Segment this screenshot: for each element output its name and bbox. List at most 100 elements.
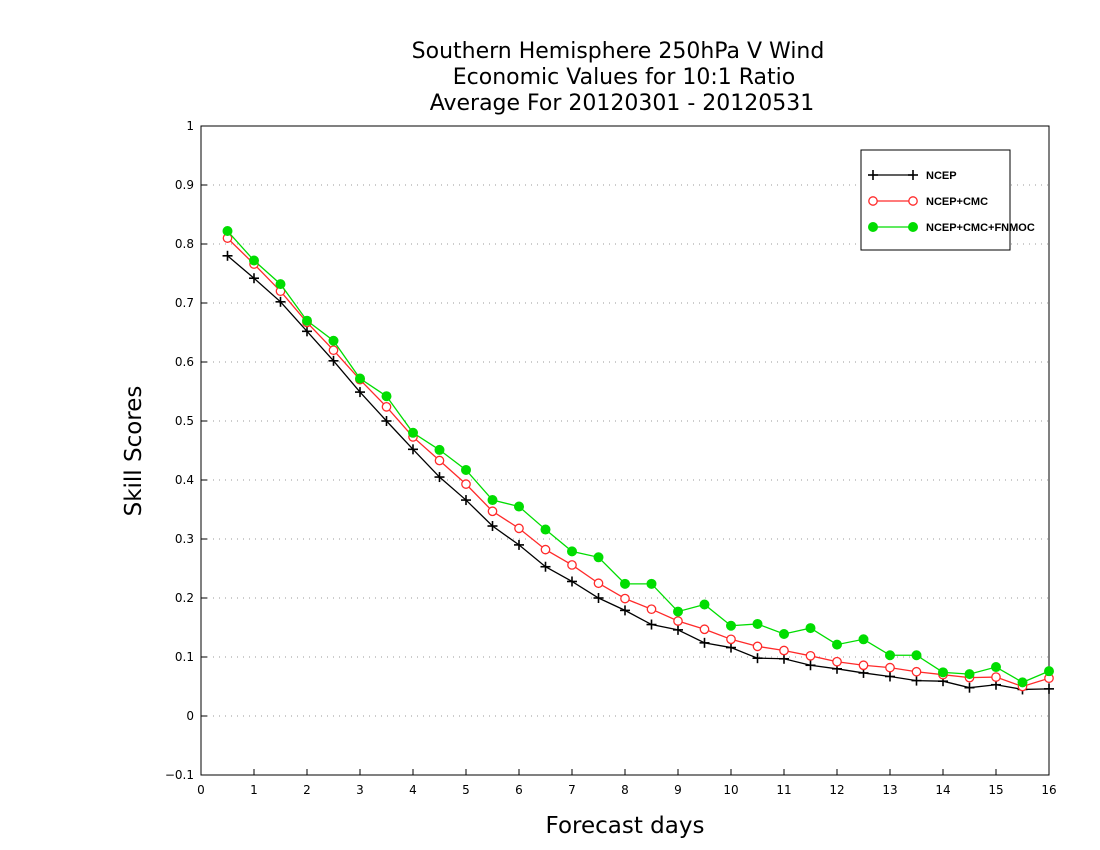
data-point [487,521,498,532]
x-tick-label: 12 [829,783,844,797]
series-group [222,226,1054,695]
data-point [408,427,418,438]
data-point [461,495,471,506]
x-tick-label: 13 [882,783,897,797]
x-tick-label: 16 [1041,783,1056,797]
data-point [779,653,789,664]
data-point [514,523,524,534]
data-point [434,444,445,455]
data-point [726,620,736,631]
data-point [885,671,895,682]
legend-entry: NCEP [868,170,957,182]
data-point [620,593,630,604]
data-point [673,624,683,635]
y-tick-label: 0.7 [175,296,194,310]
data-point [461,479,471,489]
data-point [408,444,418,455]
y-tick-label: 0.3 [175,532,194,546]
series-ncep-cmc-fnmoc [222,226,1054,688]
data-point [593,593,604,603]
data-point [805,650,816,661]
data-point [938,667,948,678]
legend-marker [908,196,918,206]
data-point [885,662,895,673]
data-point [222,250,233,261]
data-point [779,645,789,656]
data-point [911,675,922,686]
x-tick-label: 15 [988,783,1003,797]
data-point [302,326,312,337]
data-point [673,616,683,626]
data-point [752,641,763,652]
legend-marker [868,170,878,180]
x-tick-label: 4 [409,783,417,797]
series-ncep [222,250,1054,695]
data-point [832,656,842,667]
data-point [249,255,259,266]
chart-title-line-3: Average For 20120301 - 20120531 [430,91,815,116]
data-point [673,606,683,617]
x-tick-label: 6 [515,783,523,797]
data-point [911,650,922,661]
x-axis-ticks: 0 1 2 3 4 5 6 7 8 9 10 11 12 13 14 15 16 [197,769,1057,797]
data-point [434,472,445,483]
chart-title: Southern Hemisphere 250hPa V Wind Econom… [412,39,825,116]
x-tick-label: 5 [462,783,470,797]
x-tick-label: 8 [621,783,629,797]
x-tick-label: 1 [250,783,258,797]
x-axis-label: Forecast days [546,813,705,839]
x-tick-label: 14 [935,783,950,797]
x-tick-label: 3 [356,783,364,797]
data-point [434,455,445,466]
data-point [328,335,339,346]
chart-title-line-1: Southern Hemisphere 250hPa V Wind [412,39,825,64]
legend-marker [908,170,918,180]
data-point [540,544,551,555]
data-point [964,682,975,693]
data-point [381,416,392,426]
y-tick-label: 0 [186,709,194,723]
data-point [805,660,816,671]
data-point [752,653,763,664]
x-tick-label: 9 [674,783,682,797]
legend-entry: NCEP+CMC [868,196,988,208]
data-point [858,634,869,645]
gridlines [201,184,1049,717]
data-point [805,623,816,634]
data-point [540,561,551,572]
data-point [328,355,339,366]
y-tick-label: 0.2 [175,591,194,605]
x-tick-label: 0 [197,783,205,797]
legend-box [860,149,1011,251]
y-tick-label: 0.5 [175,414,194,428]
y-tick-label: 1 [186,119,194,133]
data-point [381,401,392,412]
data-point [620,605,630,616]
data-point [646,619,657,630]
x-tick-label: 11 [776,783,791,797]
data-point [302,315,312,326]
data-point [620,578,630,589]
y-tick-label: 0.9 [175,178,194,192]
y-tick-label: 0.8 [175,237,194,251]
legend-label: NCEP [926,170,957,182]
y-tick-label: 0.4 [175,473,194,487]
y-axis-ticks: −0.1 0 0.1 0.2 0.3 0.4 0.5 0.6 0.7 0.8 0.9 1 [165,119,207,782]
data-point [1044,666,1054,677]
x-tick-label: 10 [723,783,738,797]
data-point [249,273,259,284]
data-point [726,634,736,645]
data-point [222,226,233,237]
data-point [991,662,1001,673]
data-point [646,604,657,615]
y-axis-label: Skill Scores [121,386,147,517]
data-point [328,345,339,356]
legend-label: NCEP+CMC+FNMOC [926,222,1035,234]
y-tick-label: 0.1 [175,650,194,664]
y-tick-label: −0.1 [165,768,194,782]
data-point [779,628,789,639]
legend-label: NCEP+CMC [926,196,988,208]
legend-marker [868,222,878,232]
series-line [227,230,1050,684]
